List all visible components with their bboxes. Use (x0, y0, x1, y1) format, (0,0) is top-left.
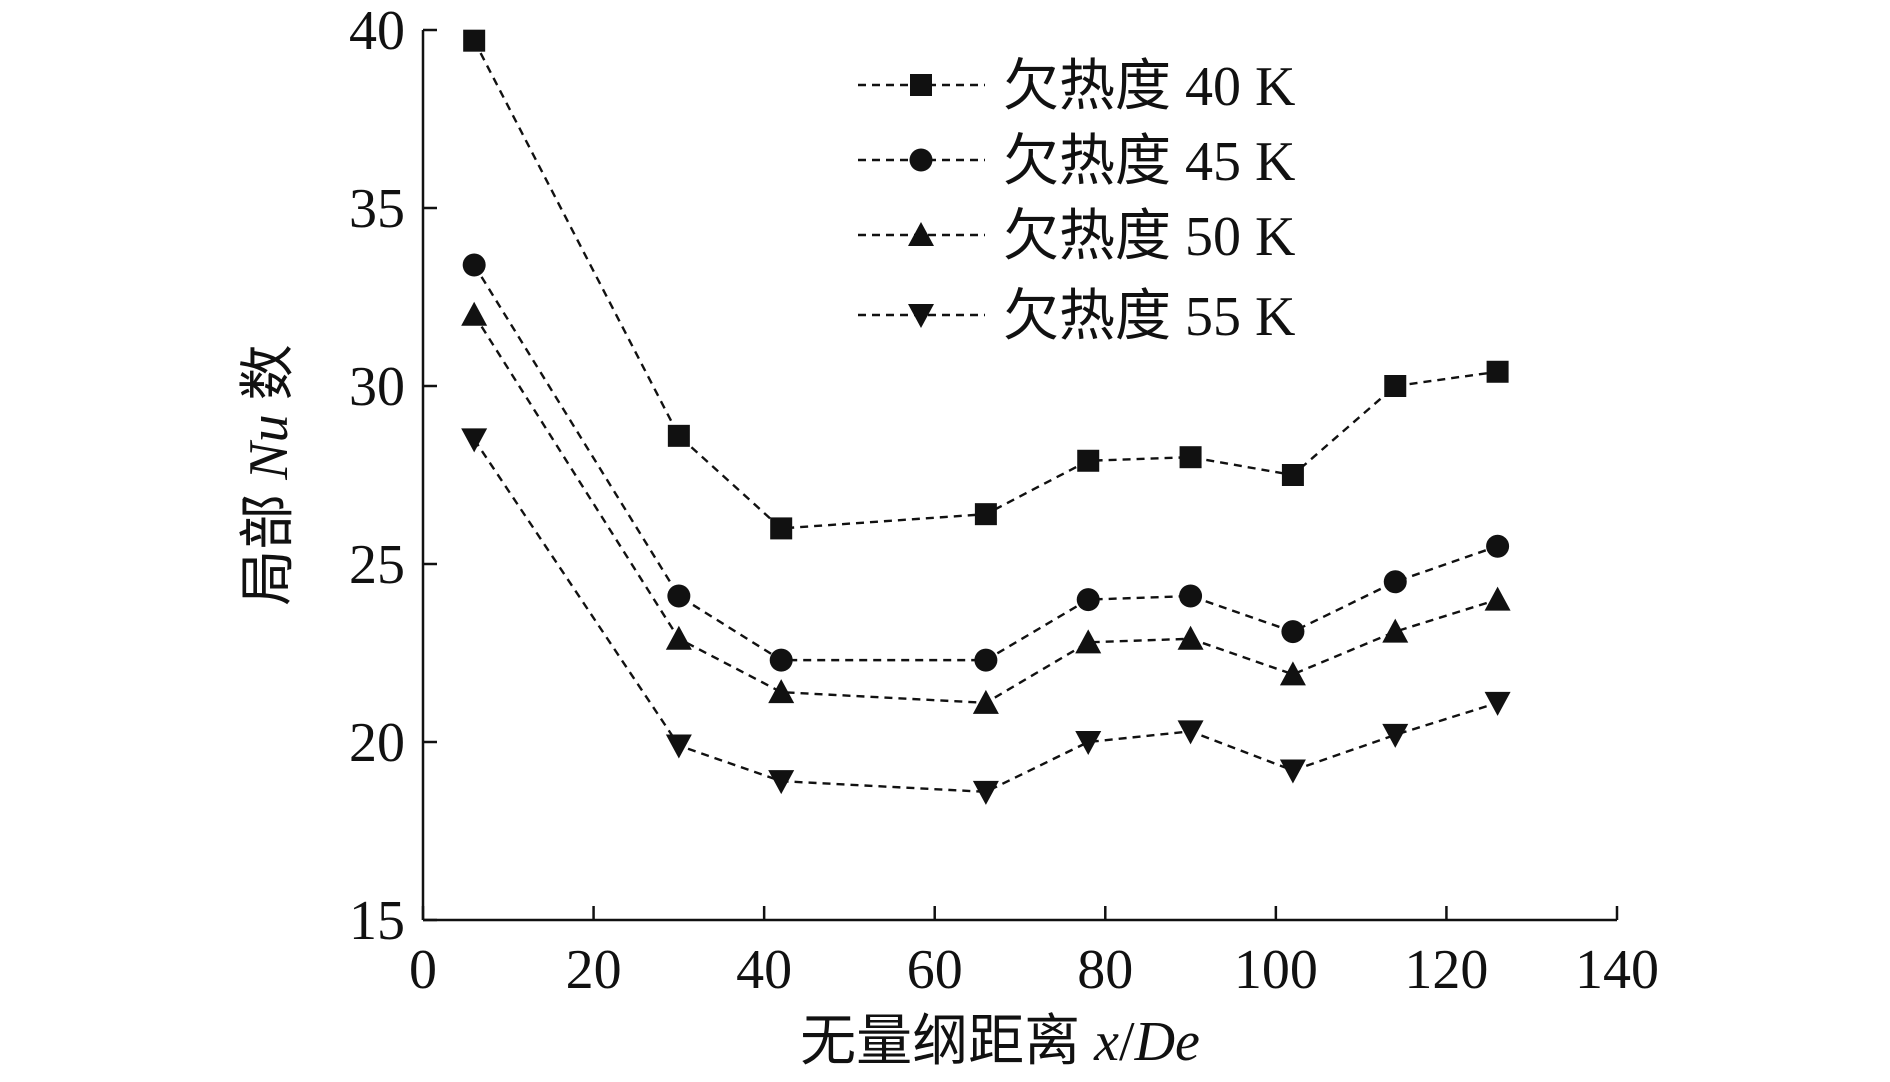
data-point-triangle-down (972, 780, 999, 805)
legend-marker-triangle-up (908, 222, 934, 246)
x-tick-label: 120 (1404, 939, 1488, 1001)
x-axis-title-main: 无量纲距离 (800, 1011, 1094, 1073)
data-point-triangle-down (1075, 731, 1102, 755)
axes (421, 30, 1617, 922)
data-point-triangle-down (1279, 759, 1306, 784)
data-point-triangle-down (1382, 723, 1409, 748)
x-tick-label: 140 (1575, 939, 1659, 1001)
legend-item: 欠热度 45 K (858, 131, 1295, 193)
y-axis-title-italic: Nu (238, 414, 300, 480)
data-point-circle (1076, 588, 1100, 612)
data-point-circle (1486, 534, 1510, 558)
x-axis-title-variable: x (1093, 1011, 1119, 1073)
data-point-circle (1281, 620, 1305, 644)
data-point-square (1179, 446, 1202, 469)
series-line (473, 314, 1498, 705)
data-point-triangle-up (1177, 625, 1204, 650)
y-tick-label: 20 (349, 712, 405, 774)
x-tick-label: 60 (907, 939, 963, 1001)
legend-item: 欠热度 40 K (858, 56, 1295, 118)
data-point-triangle-up (461, 301, 488, 326)
y-axis-title-post: 数 (238, 344, 300, 414)
series-line (473, 40, 1498, 530)
data-point-circle (769, 648, 793, 672)
legend-item: 欠热度 50 K (858, 206, 1295, 268)
x-axis-title-slash: / (1119, 1011, 1135, 1073)
y-axis-ticks: 15 20 25 30 35 40 (349, 0, 437, 952)
data-point-circle (1179, 584, 1203, 608)
data-point-square (1281, 464, 1304, 486)
data-point-triangle-up (768, 679, 795, 704)
x-tick-label: 40 (736, 939, 792, 1001)
data-point-triangle-up (1382, 618, 1409, 643)
data-point-square (667, 424, 690, 447)
x-tick-label: 100 (1234, 939, 1318, 1001)
legend-item: 欠热度 55 K (858, 286, 1295, 348)
y-tick-label: 35 (349, 178, 405, 240)
series-line (473, 264, 1498, 662)
series-1 (463, 29, 1509, 540)
plot-area (461, 29, 1511, 805)
x-tick-label: 0 (409, 939, 437, 1001)
data-point-circle (667, 584, 691, 608)
data-point-square (1077, 449, 1100, 472)
y-tick-label: 15 (349, 890, 405, 952)
legend-marker-circle (909, 148, 933, 172)
data-point-triangle-down (1484, 691, 1511, 716)
data-point-triangle-down (461, 428, 488, 453)
legend: 欠热度 40 K 欠热度 45 K 欠热度 50 K 欠热度 55 K (858, 56, 1295, 348)
legend-marker-triangle-down (908, 304, 934, 328)
legend-label: 欠热度 40 K (1003, 56, 1295, 118)
data-point-triangle-down (768, 770, 795, 795)
y-axis-title-pre: 局部 (238, 480, 300, 606)
y-tick-label: 40 (349, 0, 405, 62)
data-point-square (770, 517, 793, 540)
y-axis-title: 局部 Nu 数 (238, 344, 300, 605)
y-tick-label: 30 (349, 356, 405, 418)
x-tick-label: 20 (566, 939, 622, 1001)
legend-label: 欠热度 50 K (1003, 206, 1295, 268)
data-point-triangle-down (665, 734, 692, 759)
data-point-circle (974, 648, 998, 672)
data-point-triangle-up (972, 689, 999, 714)
series-line (473, 438, 1498, 794)
data-point-circle (1383, 570, 1407, 594)
data-point-triangle-up (1279, 661, 1306, 686)
series-2 (462, 253, 1510, 672)
data-point-square (1486, 360, 1509, 383)
series-3 (461, 301, 1511, 714)
data-point-square (974, 503, 997, 526)
series-4 (461, 428, 1511, 805)
data-point-circle (462, 253, 486, 277)
data-point-triangle-down (1177, 720, 1204, 745)
legend-label: 欠热度 55 K (1003, 286, 1295, 348)
legend-marker-square (910, 74, 932, 96)
x-axis-title: 无量纲距离 x/De (800, 1011, 1200, 1073)
x-tick-label: 80 (1077, 939, 1133, 1001)
x-axis-title-subscript: De (1134, 1011, 1200, 1073)
data-point-triangle-up (665, 625, 692, 650)
data-point-triangle-up (1484, 586, 1511, 611)
data-point-triangle-up (1075, 629, 1102, 654)
legend-label: 欠热度 45 K (1003, 131, 1295, 193)
x-axis-ticks: 0 20 40 60 80 100 120 140 (409, 906, 1659, 1001)
y-tick-label: 25 (349, 534, 405, 596)
data-point-square (1384, 375, 1407, 397)
data-point-square (463, 29, 486, 52)
